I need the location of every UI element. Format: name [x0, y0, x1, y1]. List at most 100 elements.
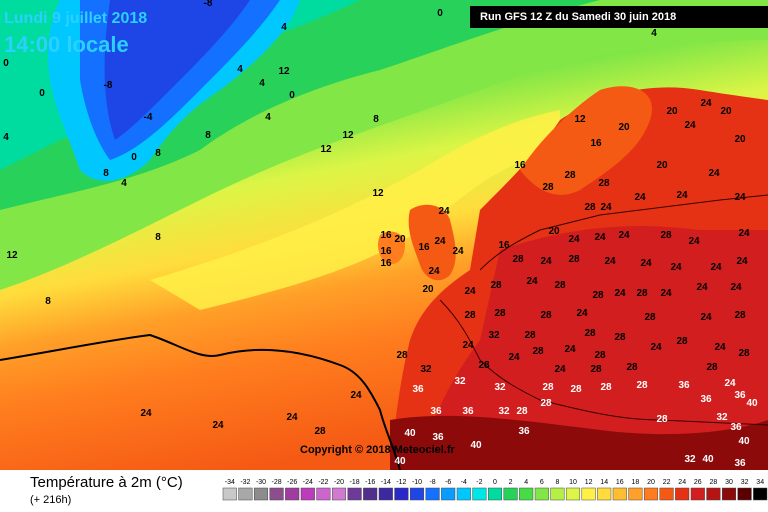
temperature-label: 28	[512, 254, 524, 265]
forecast-date: Lundi 9 juillet 2018	[4, 10, 148, 27]
scale-swatch	[378, 487, 393, 501]
temperature-label: 24	[700, 312, 712, 323]
scale-swatch	[690, 487, 705, 501]
temperature-label: 28	[656, 414, 668, 425]
scale-swatch	[394, 487, 409, 501]
scale-tick-label: 22	[663, 479, 671, 486]
temperature-label: 28	[516, 406, 528, 417]
ireland	[377, 231, 405, 265]
scale-swatch	[612, 487, 627, 501]
temperature-label: 28	[568, 254, 580, 265]
scale-tick-label: -6	[445, 479, 451, 486]
scale-swatch	[737, 487, 752, 501]
temperature-label: 24	[576, 308, 588, 319]
temperature-label: 4	[3, 132, 9, 143]
temperature-label: 20	[618, 122, 630, 133]
temperature-label: 28	[490, 280, 502, 291]
scale-tick-label: -8	[429, 479, 435, 486]
greenland-core	[104, 0, 250, 140]
temperature-label: 36	[412, 384, 424, 395]
temperature-label: 24	[568, 234, 580, 245]
temperature-label: 12	[574, 114, 586, 125]
scale-tick-label: 18	[632, 479, 640, 486]
temperature-label: 24	[708, 168, 720, 179]
temperature-label: 24	[434, 236, 446, 247]
temperature-label: 8	[103, 168, 109, 179]
temperature-label: 24	[462, 340, 474, 351]
temperature-label: 28	[636, 380, 648, 391]
temperature-label: 8	[155, 148, 161, 159]
scale-swatch	[425, 487, 440, 501]
scale-swatch	[316, 487, 331, 501]
temperature-label: 36	[430, 406, 442, 417]
temperature-label: 24	[614, 288, 626, 299]
temperature-label: 28	[644, 312, 656, 323]
scale-swatch	[675, 487, 690, 501]
temperature-label: 4	[237, 64, 243, 75]
scale-swatch	[503, 487, 518, 501]
temperature-label: 28	[532, 346, 544, 357]
temperature-label: 12	[6, 250, 18, 261]
temperature-label: 36	[518, 426, 530, 437]
coast-line-2	[439, 299, 768, 426]
scale-swatch	[222, 487, 237, 501]
temperature-label: 24	[640, 258, 652, 269]
scale-swatch	[581, 487, 596, 501]
temperature-label: 32	[494, 382, 506, 393]
britain	[408, 204, 456, 281]
color-scale: -34 -32 -30 -28 -26 -24 -22 -20 -18 -16 -14 -12 -10-…	[222, 479, 768, 501]
temperature-label: 16	[380, 230, 392, 241]
scale-tick-label: 14	[600, 479, 608, 486]
temperature-label: 32	[454, 376, 466, 387]
north-africa	[390, 415, 768, 470]
scale-tick-label: 30	[725, 479, 733, 486]
temperature-label: 40	[470, 440, 482, 451]
scale-tick-label: -26	[287, 479, 297, 486]
temperature-label: 24	[212, 420, 224, 431]
temperature-label: 32	[498, 406, 510, 417]
scale-tick-label: 34	[756, 479, 764, 486]
temperature-label: 32	[420, 364, 432, 375]
temperature-label: 12	[372, 188, 384, 199]
temperature-label: 0	[289, 90, 295, 101]
temperature-label: 28	[524, 330, 536, 341]
temperature-label: 28	[540, 310, 552, 321]
temperature-label: 28	[314, 426, 326, 437]
temperature-label: 24	[508, 352, 520, 363]
temperature-label: 20	[656, 160, 668, 171]
temperature-label: 24	[438, 206, 450, 217]
scandinavia	[520, 86, 652, 195]
scale-swatch	[534, 487, 549, 501]
temperature-label: 24	[730, 282, 742, 293]
scale-swatch	[253, 487, 269, 501]
temperature-label: 24	[564, 344, 576, 355]
temperature-label: 24	[350, 390, 362, 401]
scale-tick-label: -16	[365, 479, 375, 486]
temperature-label: 24	[650, 342, 662, 353]
scale-swatch	[347, 487, 362, 501]
temperature-label: 0	[437, 8, 443, 19]
temperature-label: 24	[618, 230, 630, 241]
temperature-label: 20	[548, 226, 560, 237]
scale-tick-label: -34	[225, 479, 235, 486]
temperature-label: 36	[734, 390, 746, 401]
temperature-label: 36	[678, 380, 690, 391]
temperature-label: 4	[651, 28, 657, 39]
scale-tick-label: 10	[569, 479, 577, 486]
isotherm-line	[0, 333, 401, 470]
temperature-label: 16	[514, 160, 526, 171]
scale-tick-label: -12	[396, 479, 406, 486]
europe-hot	[420, 226, 768, 470]
scale-swatch	[597, 487, 612, 501]
scale-tick-label: -18	[350, 479, 360, 486]
temperature-label: 28	[738, 348, 750, 359]
scale-swatch	[331, 487, 347, 501]
temperature-label: 12	[320, 144, 332, 155]
temperature-label: 28	[540, 398, 552, 409]
temperature-label: 32	[716, 412, 728, 423]
temperature-label: 40	[702, 454, 714, 465]
temperature-label: 16	[418, 242, 430, 253]
scale-swatch	[238, 487, 253, 501]
